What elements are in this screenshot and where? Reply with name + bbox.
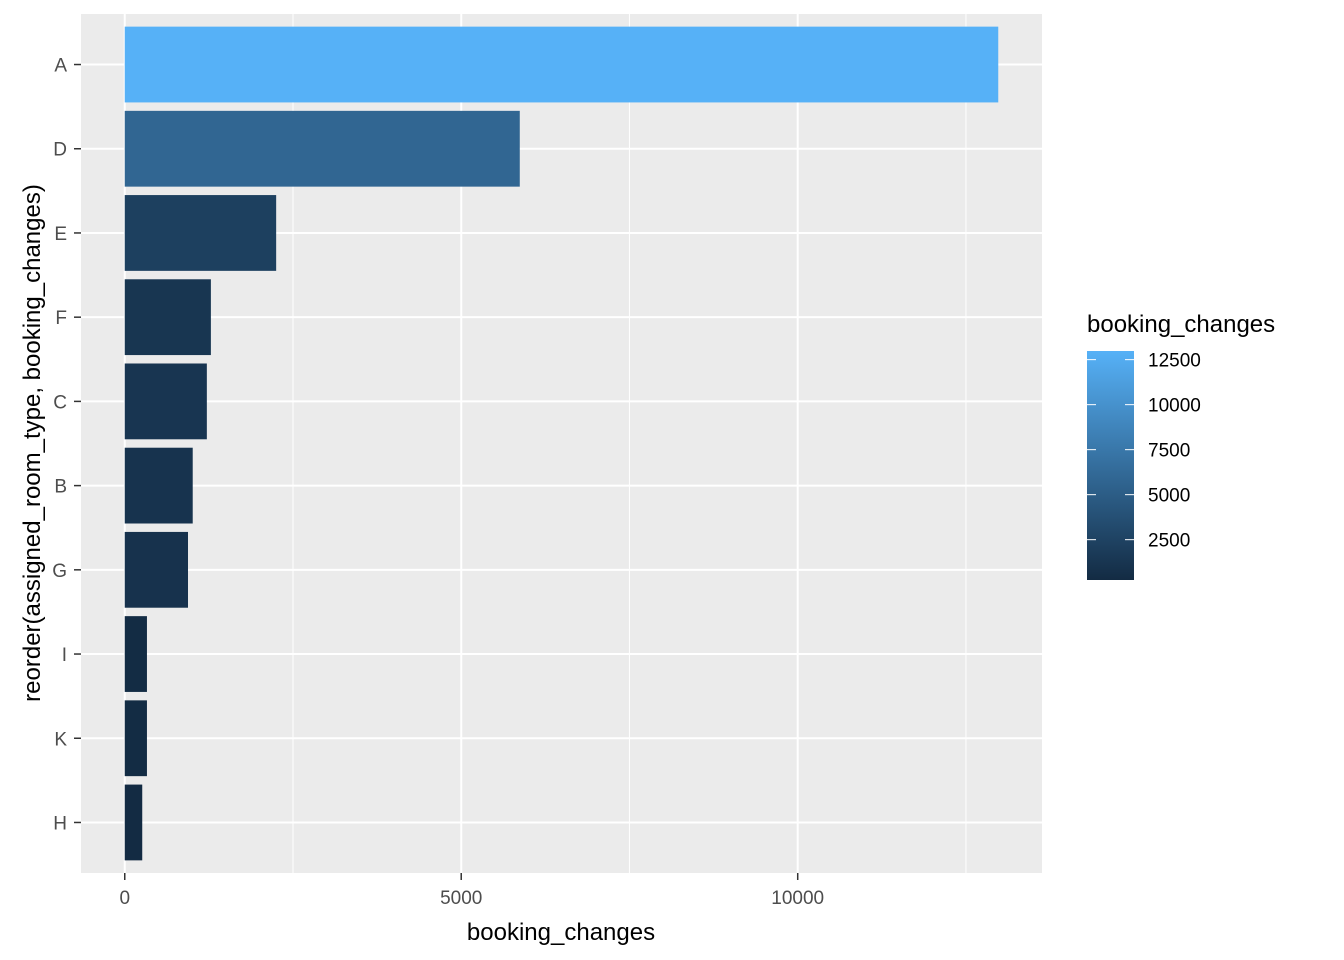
y-tick-label-F: F bbox=[55, 308, 67, 329]
y-tick-label-A: A bbox=[54, 56, 67, 77]
y-axis: A D E F C B G I K H bbox=[52, 56, 81, 834]
y-tick-label-D: D bbox=[53, 140, 67, 161]
legend-title: booking_changes bbox=[1087, 311, 1275, 338]
legend-colorbar bbox=[1087, 351, 1134, 580]
x-axis: 0 5000 10000 bbox=[119, 873, 824, 909]
bar-A bbox=[124, 26, 999, 103]
legend-tick-label-1: 5000 bbox=[1148, 486, 1190, 507]
y-tick-label-I: I bbox=[62, 645, 67, 666]
bar-K bbox=[124, 700, 147, 777]
legend-tick-label-2: 7500 bbox=[1148, 441, 1190, 462]
bars bbox=[124, 26, 999, 861]
x-tick-label-0: 0 bbox=[119, 888, 130, 909]
legend-tick-label-0: 2500 bbox=[1148, 531, 1190, 552]
bar-F bbox=[124, 279, 211, 356]
x-tick-label-2: 10000 bbox=[771, 888, 824, 909]
y-tick-label-B: B bbox=[54, 477, 67, 498]
legend-ticks: 2500 5000 7500 10000 12500 bbox=[1087, 351, 1201, 552]
bar-D bbox=[124, 110, 520, 187]
bar-C bbox=[124, 363, 207, 440]
bar-B bbox=[124, 447, 193, 524]
x-tick-label-1: 5000 bbox=[440, 888, 482, 909]
bar-E bbox=[124, 195, 277, 271]
bar-H bbox=[124, 784, 143, 861]
bar-I bbox=[124, 616, 147, 692]
y-tick-label-K: K bbox=[54, 729, 67, 750]
y-tick-label-C: C bbox=[53, 392, 67, 413]
bar-G bbox=[124, 531, 189, 608]
y-tick-label-H: H bbox=[53, 813, 67, 834]
y-tick-label-G: G bbox=[52, 561, 67, 582]
legend-tick-label-4: 12500 bbox=[1148, 351, 1201, 372]
y-tick-label-E: E bbox=[54, 224, 67, 245]
legend-tick-label-3: 10000 bbox=[1148, 396, 1201, 417]
x-axis-title: booking_changes bbox=[467, 919, 655, 946]
y-axis-title: reorder(assigned_room_type, booking_chan… bbox=[19, 184, 46, 702]
color-legend: booking_changes 2500 5000 7500 10000 12500 bbox=[1087, 311, 1275, 580]
